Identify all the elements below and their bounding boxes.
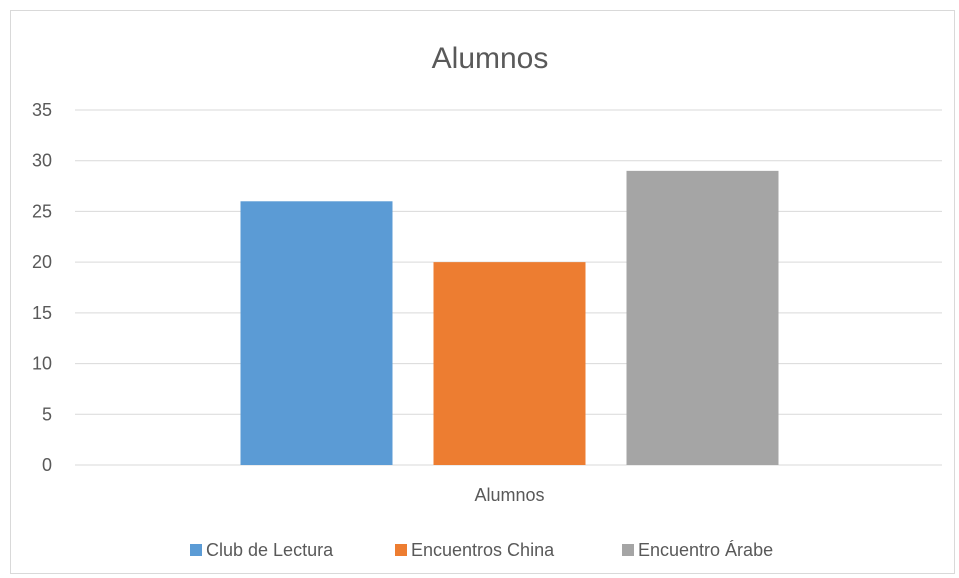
legend-swatch (190, 544, 202, 556)
y-tick-label: 10 (32, 354, 52, 374)
bar-encuentros-china (433, 262, 586, 465)
y-axis-ticks: 0 5 10 15 20 25 30 35 (32, 100, 52, 475)
bar-club-de-lectura (240, 201, 393, 466)
y-tick-label: 0 (42, 455, 52, 475)
legend-label: Encuentro Árabe (638, 540, 773, 560)
x-category-label: Alumnos (474, 485, 544, 505)
y-tick-label: 20 (32, 252, 52, 272)
y-tick-label: 35 (32, 100, 52, 120)
bars (240, 170, 779, 466)
y-tick-label: 5 (42, 404, 52, 424)
x-axis-categories: Alumnos (474, 485, 544, 505)
legend-swatch (395, 544, 407, 556)
y-tick-label: 25 (32, 201, 52, 221)
legend-label: Club de Lectura (206, 540, 334, 560)
y-tick-label: 15 (32, 303, 52, 323)
legend-label: Encuentros China (411, 540, 555, 560)
legend-swatch (622, 544, 634, 556)
chart-title: Alumnos (432, 42, 549, 75)
bar-encuentro-rabe (626, 170, 779, 465)
legend: Club de Lectura Encuentros China Encuentro… (190, 540, 773, 560)
y-tick-label: 30 (32, 151, 52, 171)
